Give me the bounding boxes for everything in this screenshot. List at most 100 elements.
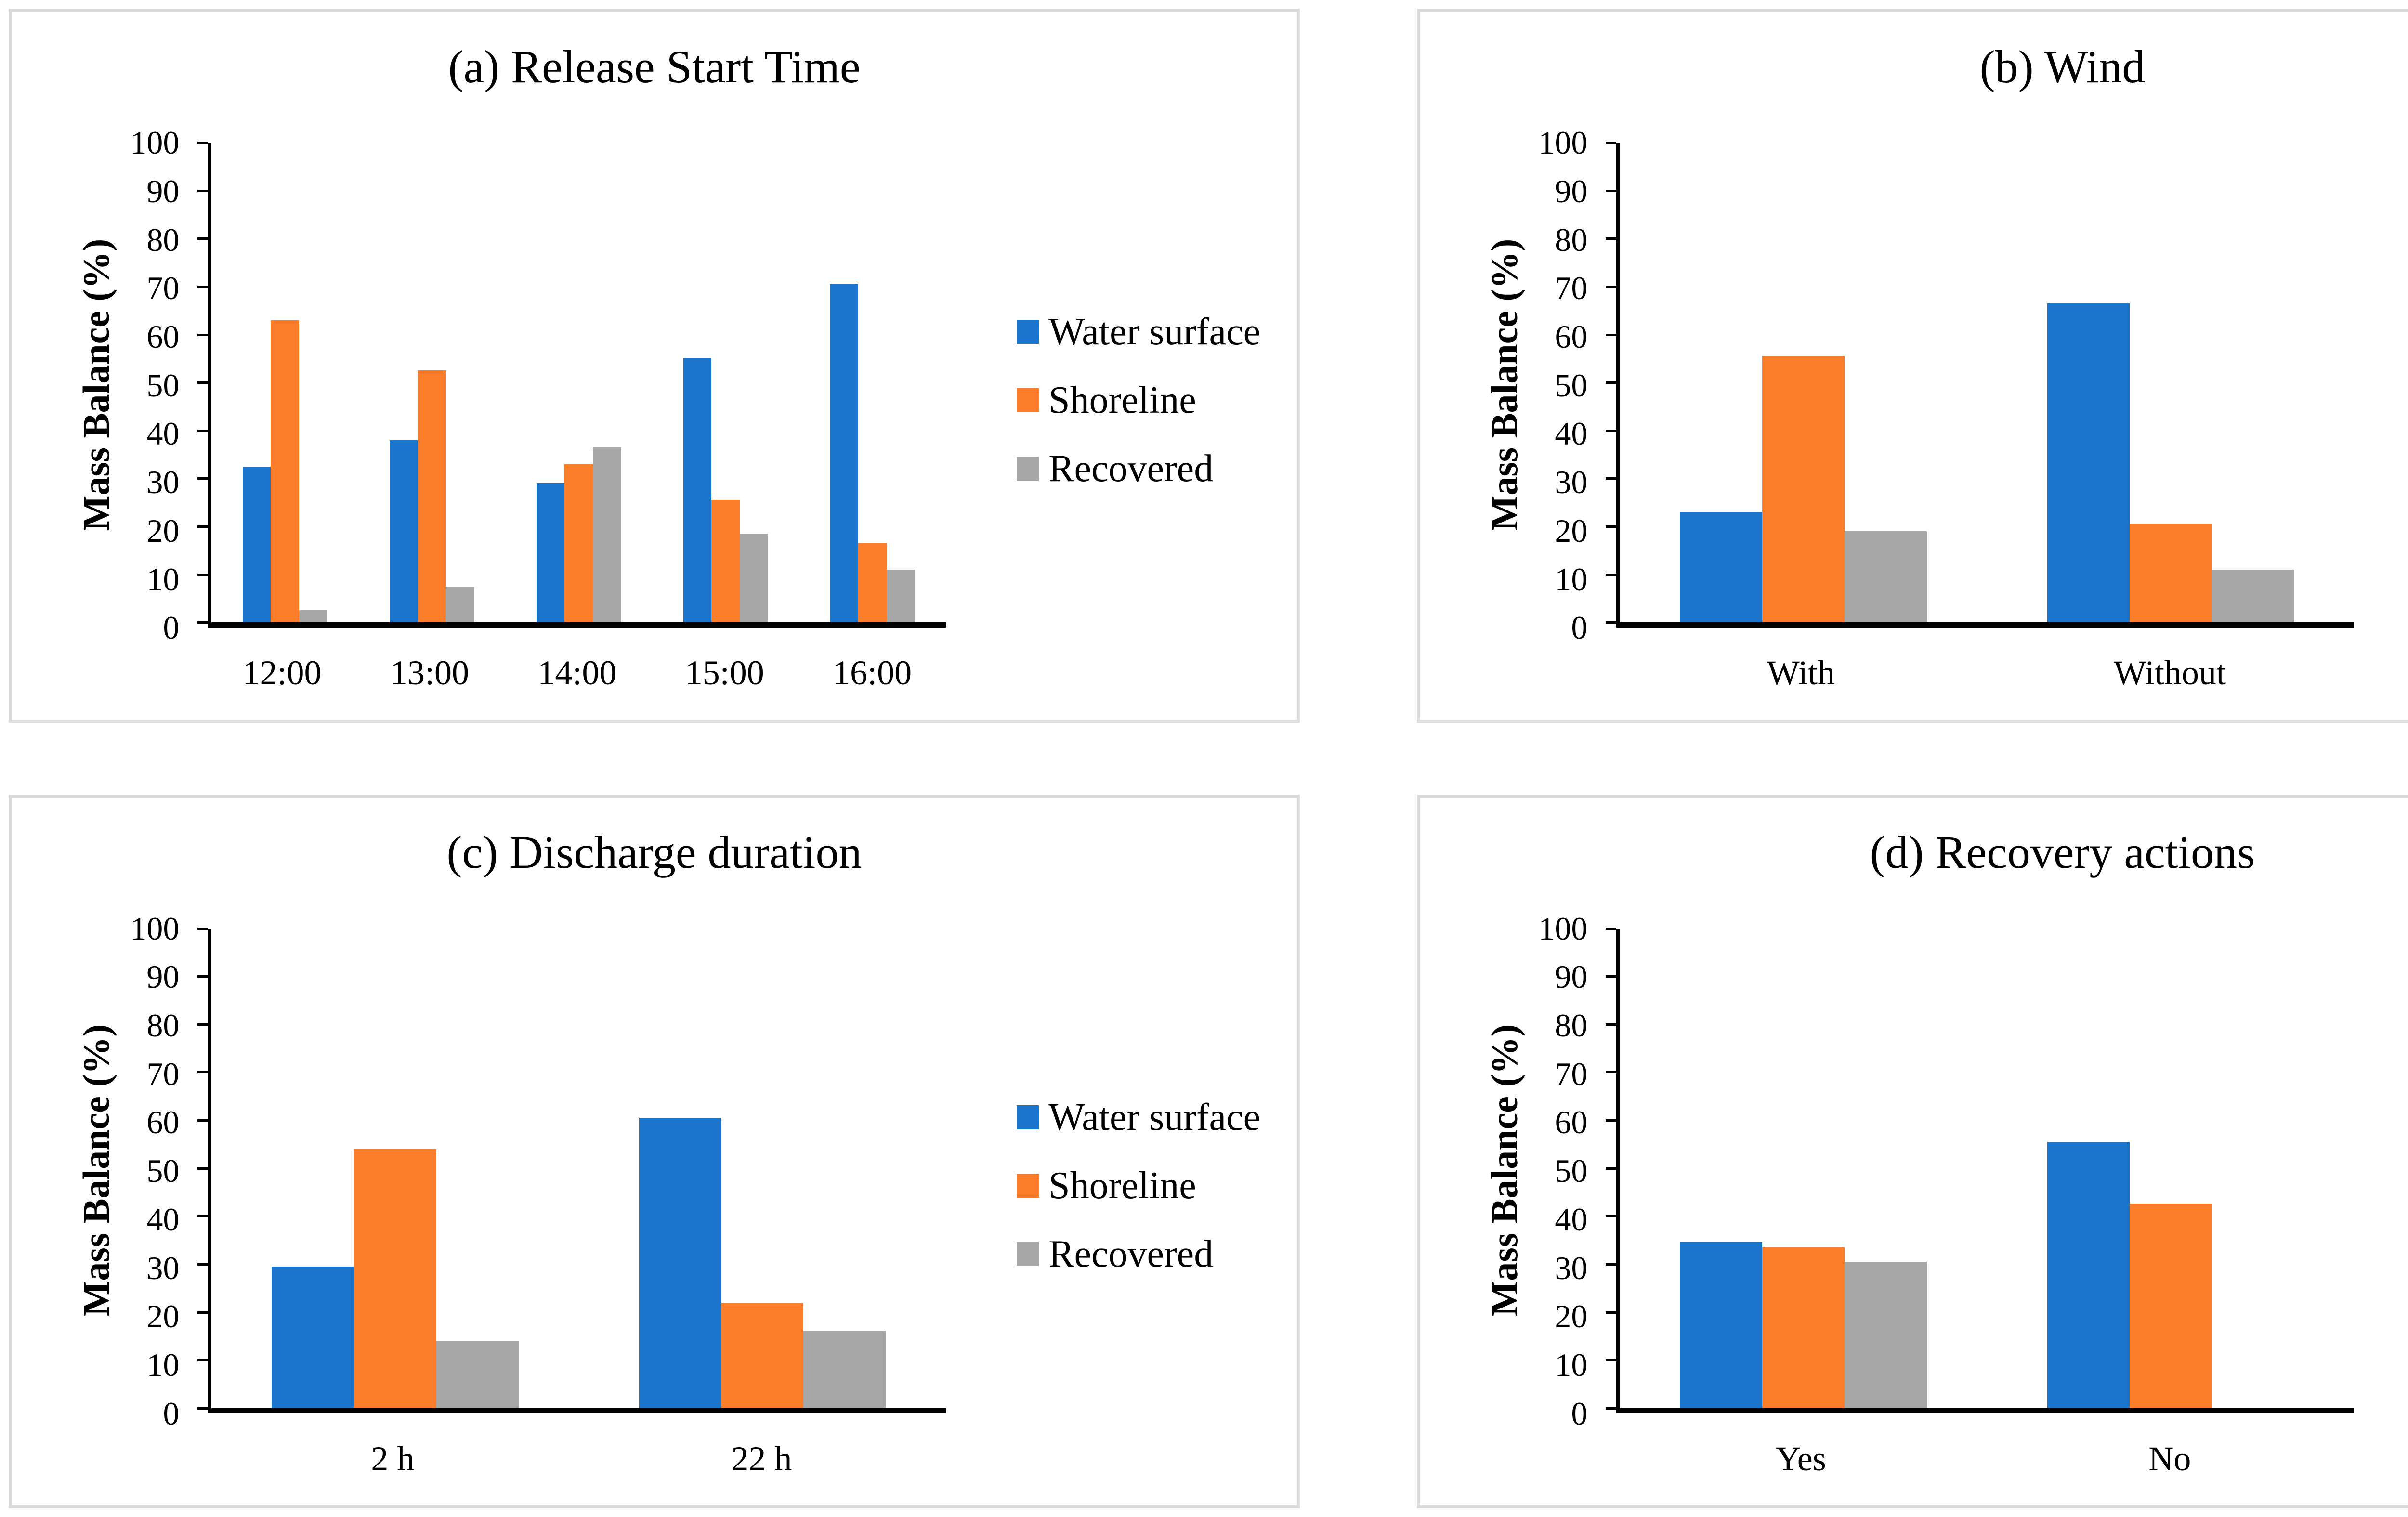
bar-shoreline-no: [2129, 1204, 2212, 1408]
y-tick-mark: [1606, 621, 1617, 624]
y-tick-mark: [1606, 975, 1617, 978]
x-category-label-15-00: 15:00: [685, 654, 764, 693]
y-tick-label: 40: [1555, 1201, 1588, 1238]
bar-shoreline-12-00: [271, 320, 300, 623]
bar-shoreline-without: [2129, 524, 2212, 623]
y-tick-label: 90: [1555, 958, 1588, 995]
y-tick-mark: [197, 429, 209, 432]
legend-item-water-surface: Water surface: [1017, 1098, 1260, 1137]
y-tick-label: 80: [1555, 221, 1588, 258]
y-tick-label: 90: [146, 958, 180, 995]
bar-recovered-22-h: [803, 1331, 886, 1408]
y-tick-mark: [1606, 189, 1617, 192]
y-tick-mark: [1606, 1119, 1617, 1122]
y-tick-label: 20: [1555, 1298, 1588, 1335]
bar-shoreline-with: [1762, 356, 1845, 623]
legend-item-shoreline: Shoreline: [1017, 1166, 1260, 1205]
legend-item-water-surface: Water surface: [1017, 313, 1260, 351]
bar-shoreline-13-00: [418, 370, 446, 623]
legend-swatch-shoreline: [1017, 388, 1039, 412]
y-tick-label: 40: [146, 415, 180, 452]
legend-label-shoreline: Shoreline: [1048, 1164, 1196, 1207]
legend: Water surface Shoreline Recovered: [1017, 1098, 1260, 1273]
legend-label-recovered: Recovered: [1048, 447, 1214, 490]
x-category-label-yes: Yes: [1775, 1439, 1826, 1478]
y-tick-label: 90: [1555, 172, 1588, 209]
x-axis-category-labels: With Without: [1616, 654, 2354, 692]
y-tick-mark: [197, 1023, 209, 1026]
bar-recovered-2-h: [436, 1341, 519, 1408]
y-tick-label: 70: [146, 270, 180, 307]
y-tick-mark: [1606, 1071, 1617, 1074]
y-tick-label: 80: [146, 1007, 180, 1044]
y-tick-mark: [197, 142, 209, 144]
y-tick-mark: [197, 1263, 209, 1266]
legend-label-shoreline: Shoreline: [1048, 379, 1196, 421]
y-tick-label: 0: [163, 609, 180, 646]
y-tick-mark: [1606, 525, 1617, 528]
y-tick-label: 30: [146, 1249, 180, 1286]
x-category-label-16-00: 16:00: [833, 654, 912, 693]
y-axis-tick-labels: 0 10 20 30 40 50 60 70 80 90 100: [1420, 126, 1588, 644]
chart-title: (d) Recovery actions: [1870, 826, 2255, 878]
bar-group-16-00: [799, 143, 946, 623]
y-tick-mark: [197, 525, 209, 528]
plot-area: [1606, 927, 2355, 1413]
x-category-label-2-h: 2 h: [371, 1439, 415, 1478]
bar-water-surface-15-00: [683, 358, 712, 623]
chart-title: (c) Discharge duration: [446, 826, 862, 878]
y-tick-label: 30: [1555, 464, 1588, 501]
bar-recovered-without: [2212, 569, 2294, 623]
y-tick-mark: [1606, 142, 1617, 144]
y-tick-mark: [197, 1071, 209, 1074]
bar-recovered-15-00: [740, 534, 769, 623]
y-axis-tick-labels: 0 10 20 30 40 50 60 70 80 90 100: [12, 126, 180, 644]
plot-area: [1606, 142, 2355, 628]
y-tick-mark: [1606, 237, 1617, 240]
y-axis-tick-labels: 0 10 20 30 40 50 60 70 80 90 100: [1420, 912, 1588, 1430]
bar-recovered-13-00: [446, 586, 475, 623]
y-tick-label: 100: [1538, 124, 1588, 161]
plot-area: [197, 142, 946, 628]
y-tick-mark: [197, 189, 209, 192]
x-category-label-without: Without: [2113, 654, 2226, 693]
bar-water-surface-22-h: [639, 1118, 721, 1408]
y-tick-label: 20: [146, 1298, 180, 1335]
bar-group-with: [1620, 143, 1987, 623]
y-tick-label: 0: [1571, 1395, 1588, 1432]
bar-group-15-00: [652, 143, 799, 623]
y-tick-label: 20: [146, 512, 180, 549]
bar-water-surface-12-00: [242, 466, 271, 623]
bar-recovered-12-00: [299, 610, 328, 623]
y-tick-mark: [1606, 285, 1617, 288]
y-tick-label: 60: [146, 1104, 180, 1141]
x-axis-category-labels: 2 h 22 h: [208, 1439, 946, 1478]
y-tick-label: 80: [146, 221, 180, 258]
legend-swatch-recovered: [1017, 456, 1039, 481]
bar-water-surface-no: [2047, 1141, 2130, 1408]
bar-group-13-00: [358, 143, 505, 623]
y-tick-label: 20: [1555, 512, 1588, 549]
bar-group-2-h: [211, 929, 579, 1408]
y-tick-mark: [197, 285, 209, 288]
legend-label-water-surface: Water surface: [1048, 310, 1261, 353]
y-tick-label: 100: [130, 910, 180, 947]
y-tick-mark: [1606, 477, 1617, 480]
legend-item-shoreline: Shoreline: [1017, 381, 1260, 419]
y-tick-mark: [197, 1311, 209, 1314]
bar-group-22-h: [579, 929, 946, 1408]
y-tick-label: 70: [1555, 1055, 1588, 1092]
y-tick-label: 50: [146, 366, 180, 404]
bar-water-surface-14-00: [536, 483, 565, 623]
bar-group-14-00: [505, 143, 652, 623]
bar-group-12-00: [211, 143, 358, 623]
y-tick-label: 10: [1555, 1347, 1588, 1384]
panel-a-release-start-time: (a) Release Start Time Mass Balance (%) …: [9, 9, 1300, 723]
x-category-label-with: With: [1767, 654, 1835, 693]
x-category-label-14-00: 14:00: [537, 654, 617, 693]
y-tick-label: 50: [146, 1152, 180, 1190]
x-category-label-13-00: 13:00: [390, 654, 469, 693]
y-axis-tick-labels: 0 10 20 30 40 50 60 70 80 90 100: [12, 912, 180, 1430]
bar-shoreline-16-00: [858, 543, 887, 623]
y-tick-mark: [1606, 1167, 1617, 1170]
